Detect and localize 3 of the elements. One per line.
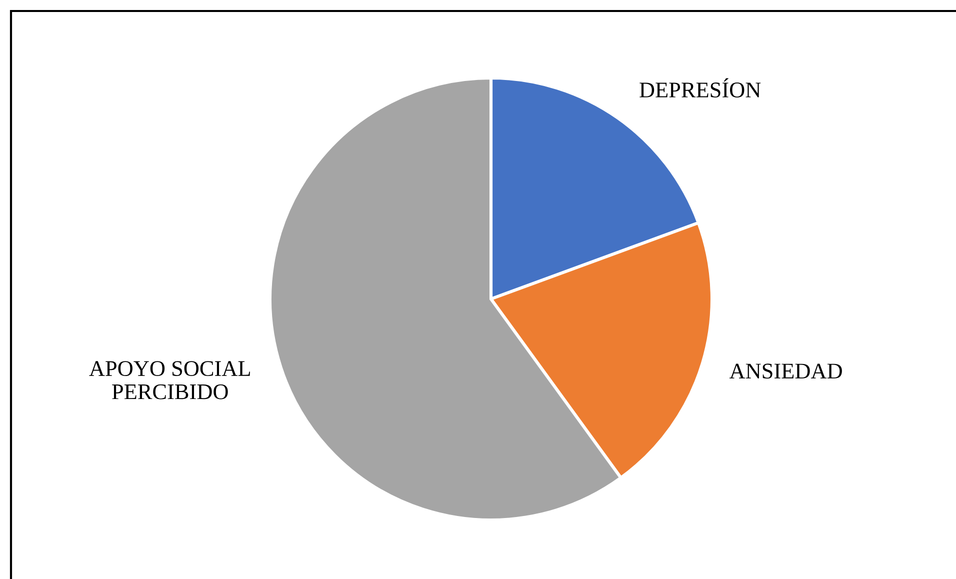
slice-label: APOYO SOCIAL PERCIBIDO [89,361,250,400]
slice-label: ANSIEDAD [729,364,842,379]
slice-label: DEPRESÍON [640,78,761,98]
